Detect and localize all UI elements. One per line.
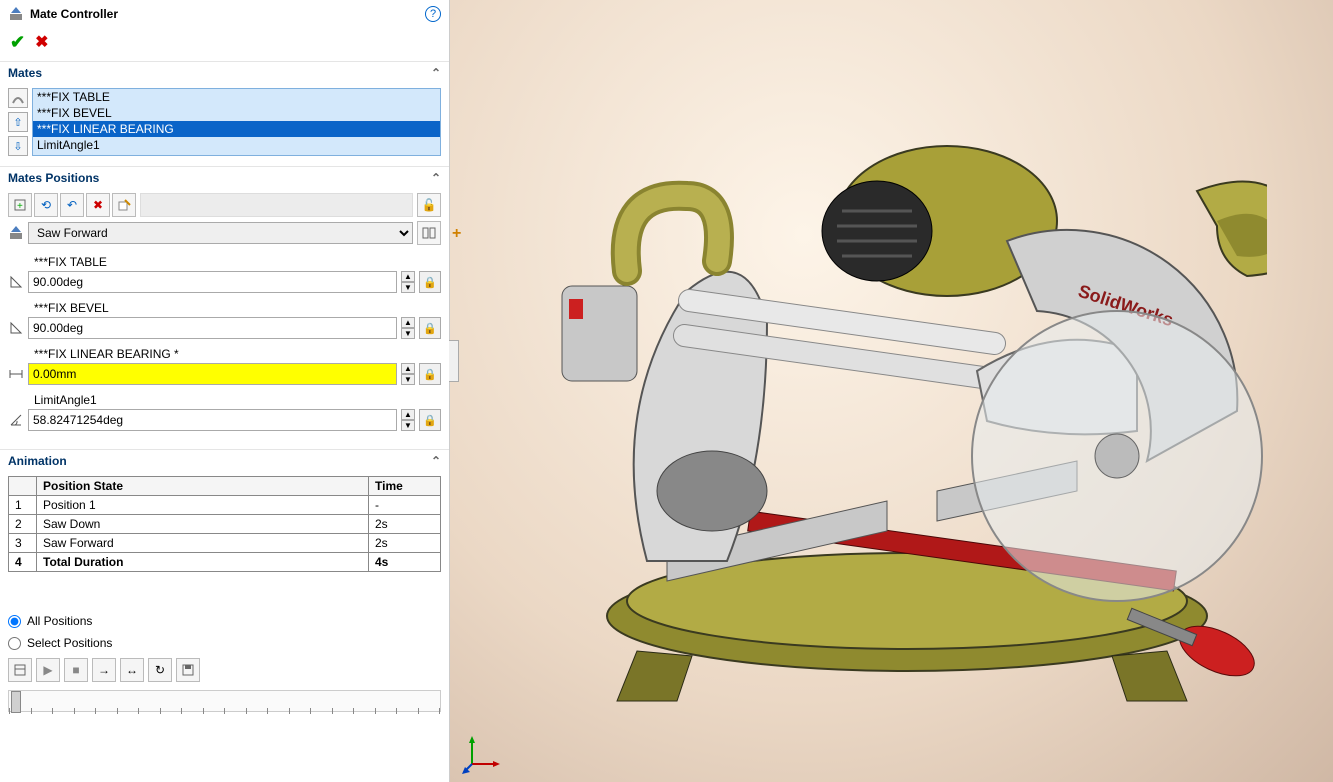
radio-label: Select Positions	[27, 636, 112, 650]
mate-field-label: ***FIX LINEAR BEARING *	[34, 347, 441, 361]
stop-button[interactable]: ■	[64, 658, 88, 682]
property-panel: Mate Controller ? ✔ ✖ Mates ⌃ ⇧ ⇩ ***FIX…	[0, 0, 450, 782]
section-animation-header[interactable]: Animation ⌃	[0, 449, 449, 472]
radio-input[interactable]	[8, 615, 21, 628]
help-icon[interactable]: ?	[425, 6, 441, 22]
reciprocate-button[interactable]: ↔	[120, 658, 144, 682]
table-row[interactable]: 2Saw Down2s	[9, 515, 441, 534]
mate-value-input[interactable]	[28, 271, 397, 293]
delete-button[interactable]: ✖	[86, 193, 110, 217]
move-down-button[interactable]: ⇩	[8, 136, 28, 156]
model-3d[interactable]: SolidWorks	[517, 61, 1267, 721]
position-icon	[8, 225, 24, 241]
calculate-button[interactable]	[8, 658, 32, 682]
lock-button[interactable]: 🔒	[419, 317, 441, 339]
playback-toolbar: ▶ ■ → ↔ ↻	[0, 654, 449, 686]
section-mates-label: Mates	[8, 66, 42, 80]
spinner[interactable]: ▲▼	[401, 271, 415, 293]
undo-button[interactable]: ↶	[60, 193, 84, 217]
lock-button[interactable]: 🔒	[419, 409, 441, 431]
spinner[interactable]: ▲▼	[401, 363, 415, 385]
angle-icon	[8, 274, 24, 290]
svg-text:+: +	[17, 201, 23, 212]
mates-list[interactable]: ***FIX TABLE ***FIX BEVEL ***FIX LINEAR …	[32, 88, 441, 156]
confirm-row: ✔ ✖	[0, 28, 449, 61]
add-configuration-button[interactable]: +	[8, 193, 32, 217]
edit-button[interactable]	[112, 193, 136, 217]
toolbar-spacer	[140, 193, 413, 217]
panel-collapse-handle[interactable]	[449, 340, 459, 382]
col-index	[9, 477, 37, 496]
limit-angle-icon	[8, 412, 24, 428]
mates-body: ⇧ ⇩ ***FIX TABLE ***FIX BEVEL ***FIX LIN…	[0, 84, 449, 166]
section-positions-header[interactable]: Mates Positions ⌃	[0, 166, 449, 189]
distance-icon	[8, 366, 24, 382]
mate-field-label: ***FIX BEVEL	[34, 301, 441, 315]
radio-select-positions[interactable]: Select Positions	[0, 632, 449, 654]
table-row-total: 4Total Duration4s	[9, 553, 441, 572]
mate-value-input[interactable]	[28, 409, 397, 431]
mate-field: ***FIX TABLE ▲▼ 🔒	[8, 255, 441, 293]
lock-button[interactable]: 🔒	[419, 271, 441, 293]
mate-item[interactable]: ***FIX TABLE	[33, 89, 440, 105]
mate-controller-icon	[8, 6, 24, 22]
mate-item[interactable]: LimitAngle1	[33, 137, 440, 153]
table-row[interactable]: 1Position 1-	[9, 496, 441, 515]
mate-field-label: ***FIX TABLE	[34, 255, 441, 269]
col-time: Time	[369, 477, 441, 496]
position-name-row: Saw Forward	[8, 221, 441, 245]
panel-header: Mate Controller ?	[0, 0, 449, 28]
save-animation-button[interactable]	[176, 658, 200, 682]
position-name-select[interactable]: Saw Forward	[28, 222, 413, 244]
view-triad-icon[interactable]	[462, 734, 502, 774]
loop-button[interactable]: ↻	[148, 658, 172, 682]
positions-toolbar: + ⟲ ↶ ✖ 🔓	[8, 193, 441, 217]
graphics-viewport[interactable]: +	[450, 0, 1333, 782]
ok-button[interactable]: ✔	[10, 32, 25, 53]
mate-field-label: LimitAngle1	[34, 393, 441, 407]
forward-button[interactable]: →	[92, 658, 116, 682]
origin-marker-icon: +	[452, 225, 461, 243]
timeline[interactable]	[8, 690, 441, 712]
mate-item[interactable]: ***FIX BEVEL	[33, 105, 440, 121]
spinner[interactable]: ▲▼	[401, 409, 415, 431]
chevron-up-icon: ⌃	[431, 171, 441, 185]
radio-label: All Positions	[27, 614, 92, 628]
radio-all-positions[interactable]: All Positions	[0, 610, 449, 632]
animation-table: Position State Time 1Position 1- 2Saw Do…	[8, 476, 441, 572]
move-up-button[interactable]: ⇧	[8, 112, 28, 132]
section-positions-label: Mates Positions	[8, 171, 99, 185]
section-animation-label: Animation	[8, 454, 67, 468]
mate-value-input[interactable]	[28, 317, 397, 339]
angle-icon	[8, 320, 24, 336]
unlock-all-button[interactable]: 🔓	[417, 193, 441, 217]
animation-body: Position State Time 1Position 1- 2Saw Do…	[0, 472, 449, 610]
panel-title: Mate Controller	[30, 7, 419, 21]
lock-button[interactable]: 🔒	[419, 363, 441, 385]
mate-field-highlighted: ***FIX LINEAR BEARING * ▲▼ 🔒	[8, 347, 441, 385]
collect-mates-button[interactable]	[8, 88, 28, 108]
timeline-ticks	[9, 708, 440, 714]
table-row[interactable]: 3Saw Forward2s	[9, 534, 441, 553]
positions-body: + ⟲ ↶ ✖ 🔓 Saw Forward ***FIX TABLE ▲▼ 🔒	[0, 189, 449, 449]
mate-item-selected[interactable]: ***FIX LINEAR BEARING	[33, 121, 440, 137]
chevron-up-icon: ⌃	[431, 66, 441, 80]
organize-positions-button[interactable]	[417, 221, 441, 245]
mate-value-input[interactable]	[28, 363, 397, 385]
section-mates-header[interactable]: Mates ⌃	[0, 61, 449, 84]
mates-side-buttons: ⇧ ⇩	[8, 88, 28, 156]
play-button[interactable]: ▶	[36, 658, 60, 682]
chevron-up-icon: ⌃	[431, 454, 441, 468]
reset-button[interactable]: ⟲	[34, 193, 58, 217]
cancel-button[interactable]: ✖	[35, 32, 48, 53]
spinner[interactable]: ▲▼	[401, 317, 415, 339]
col-state: Position State	[37, 477, 369, 496]
mate-field: ***FIX BEVEL ▲▼ 🔒	[8, 301, 441, 339]
mate-field: LimitAngle1 ▲▼ 🔒	[8, 393, 441, 431]
radio-input[interactable]	[8, 637, 21, 650]
